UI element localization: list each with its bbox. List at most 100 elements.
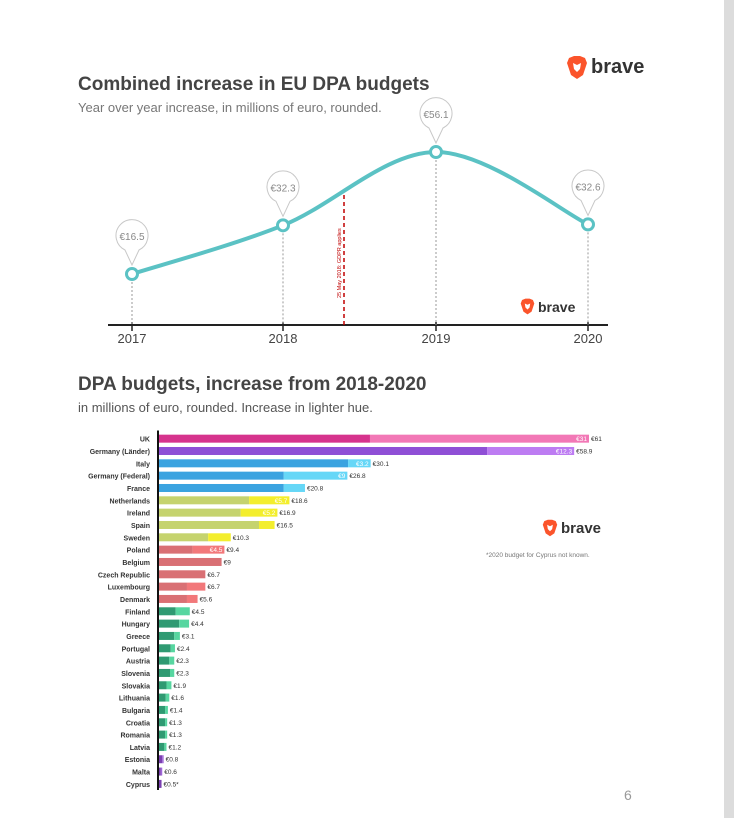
bar-base	[158, 557, 222, 566]
increase-label: €5.2	[263, 510, 276, 517]
category-label: Italy	[136, 461, 150, 468]
category-label: Germany (Federal)	[88, 474, 150, 481]
total-label: €2.3	[176, 658, 189, 665]
line-chart-subtitle: Year over year increase, in millions of …	[78, 100, 382, 115]
bar-base	[158, 607, 176, 616]
bar-increase	[170, 668, 175, 677]
total-label: €6.7	[207, 584, 220, 591]
bar-base	[158, 730, 166, 739]
category-label: Romania	[120, 733, 150, 740]
total-label: €9.4	[226, 547, 239, 554]
total-label: €4.5	[192, 609, 205, 616]
gdpr-annotation-label: 25 May 2018: GDPR applies	[337, 228, 343, 298]
data-label: €56.1	[423, 110, 448, 121]
x-tick-label: 2017	[118, 331, 147, 346]
category-label: Austria	[126, 659, 150, 666]
x-tick-label: 2020	[574, 331, 603, 346]
bar-base	[158, 471, 284, 480]
category-label: Spain	[131, 523, 150, 530]
cyprus-footnote: *2020 budget for Cyprus not known.	[486, 552, 590, 559]
value-callout	[266, 170, 300, 218]
category-label: Slovakia	[122, 683, 151, 690]
total-label: €1.3	[169, 732, 182, 739]
category-label: Ireland	[127, 511, 150, 518]
brave-logo-bar-chart: brave	[542, 519, 601, 537]
bar-increase	[175, 607, 190, 616]
bar-chart: UK €31 €61 Germany (Länder) €12.3 €58.9 Italy €…	[88, 430, 602, 790]
value-callout	[571, 169, 605, 217]
bar-base	[158, 668, 171, 677]
category-label: Belgium	[122, 560, 150, 567]
category-label: Bulgaria	[122, 708, 150, 715]
bar-base	[158, 779, 162, 788]
bar-increase	[283, 483, 305, 492]
data-point	[429, 145, 443, 159]
bar-base	[158, 434, 370, 443]
bar-chart-subtitle: in millions of euro, rounded. Increase i…	[78, 400, 373, 415]
total-label: €10.3	[233, 535, 250, 542]
bar-base	[158, 459, 349, 468]
bar-chart-title: DPA budgets, increase from 2018-2020	[78, 374, 427, 395]
category-label: Estonia	[125, 757, 150, 764]
bar-increase	[165, 718, 168, 727]
category-label: France	[127, 486, 150, 493]
category-label: Slovenia	[121, 671, 150, 678]
total-label: €1.9	[173, 683, 186, 690]
total-label: €1.6	[171, 695, 184, 702]
bar-base	[158, 483, 284, 492]
bar-base	[158, 508, 241, 517]
category-label: Portugal	[122, 646, 150, 653]
bar-increase	[169, 656, 175, 665]
total-label: €18.6	[291, 498, 308, 505]
bar-increase	[259, 520, 275, 529]
bar-increase	[348, 459, 371, 468]
category-label: Finland	[125, 609, 150, 616]
category-label: Cyprus	[126, 782, 150, 789]
page-edge	[724, 0, 734, 818]
total-label: €16.9	[279, 510, 296, 517]
increase-label: €9	[338, 473, 346, 480]
bar-increase	[166, 681, 172, 690]
increase-label: €3.2	[356, 461, 369, 468]
brave-lion-icon	[542, 519, 558, 537]
brand-name: brave	[538, 298, 576, 315]
total-label: €2.4	[177, 646, 190, 653]
bar-base	[158, 496, 250, 505]
total-label: €16.5	[277, 522, 294, 529]
x-tick-label: 2018	[269, 331, 298, 346]
value-callout	[419, 97, 453, 145]
bar-base	[158, 545, 193, 554]
series-line	[131, 149, 589, 276]
bar-increase	[208, 533, 231, 542]
bar-base	[158, 533, 209, 542]
increase-label: €31	[576, 436, 587, 443]
bar-base	[158, 570, 206, 579]
total-label: €1.4	[170, 707, 183, 714]
bar-increase	[179, 619, 190, 628]
data-label: €16.5	[119, 232, 144, 243]
total-label: €61	[591, 436, 602, 443]
bar-base	[158, 681, 167, 690]
bar-increase	[240, 508, 278, 517]
category-label: Denmark	[120, 597, 150, 604]
category-label: Latvia	[130, 745, 150, 752]
total-label: €0.6	[164, 769, 177, 776]
bar-base	[158, 619, 180, 628]
brave-logo-header: brave	[566, 55, 644, 80]
increase-label: €4.5	[210, 547, 223, 554]
bar-base	[158, 594, 187, 603]
bar-base	[158, 582, 187, 591]
brand-name: brave	[591, 56, 645, 78]
total-label: €58.9	[576, 448, 593, 455]
bar-base	[158, 742, 165, 751]
bar-increase	[164, 742, 167, 751]
x-tick-label: 2019	[422, 331, 451, 346]
category-label: Netherlands	[110, 498, 151, 505]
category-label: Germany (Länder)	[90, 449, 150, 456]
category-label: Poland	[127, 548, 150, 555]
total-label: €3.1	[182, 633, 195, 640]
category-label: Malta	[132, 770, 150, 777]
category-label: Czech Republic	[98, 572, 150, 579]
total-label: €9	[224, 559, 232, 566]
